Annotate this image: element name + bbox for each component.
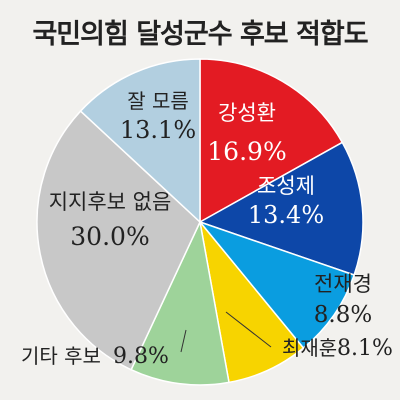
slice-value-label: 13.4% — [248, 201, 324, 229]
slice-labels: 강성환 16.9% 조성제 13.4% 전재경 8.8% 최재훈 8.1% 기타 후보 9.8% 지… — [21, 89, 393, 369]
slice-value-label: 13.1% — [120, 116, 196, 144]
leader-line — [225, 311, 272, 348]
leader-line — [180, 329, 187, 353]
slice-name-label: 조성제 — [257, 174, 315, 198]
chart-title: 국민의힘 달성군수 후보 적합도 — [32, 19, 368, 50]
slice-name-label: 잘 모름 — [127, 89, 189, 113]
pie-slice-6 — [36, 110, 201, 371]
slice-name-label: 최재훈 — [282, 336, 337, 360]
slice-value-label: 8.8% — [314, 302, 372, 328]
pie-slice-2 — [198, 141, 364, 276]
pie-slice-3 — [197, 220, 356, 350]
slice-name-label: 지지후보 없음 — [49, 190, 172, 214]
pie-slice-1 — [199, 58, 344, 224]
slice-value-label: 8.1% — [337, 336, 393, 361]
slice-value-label: 16.9% — [207, 137, 286, 166]
slice-value-label: 30.0% — [70, 222, 149, 251]
slice-name-label: 전재경 — [314, 272, 372, 296]
pie-slice-7 — [79, 58, 201, 224]
pie-slices — [36, 58, 364, 386]
slice-name-label: 기타 후보 — [21, 344, 101, 368]
slice-value-label: 9.8% — [113, 344, 169, 369]
slice-name-label: 강성환 — [218, 101, 276, 125]
leader-lines — [180, 311, 272, 353]
pie-slice-5 — [130, 219, 230, 386]
